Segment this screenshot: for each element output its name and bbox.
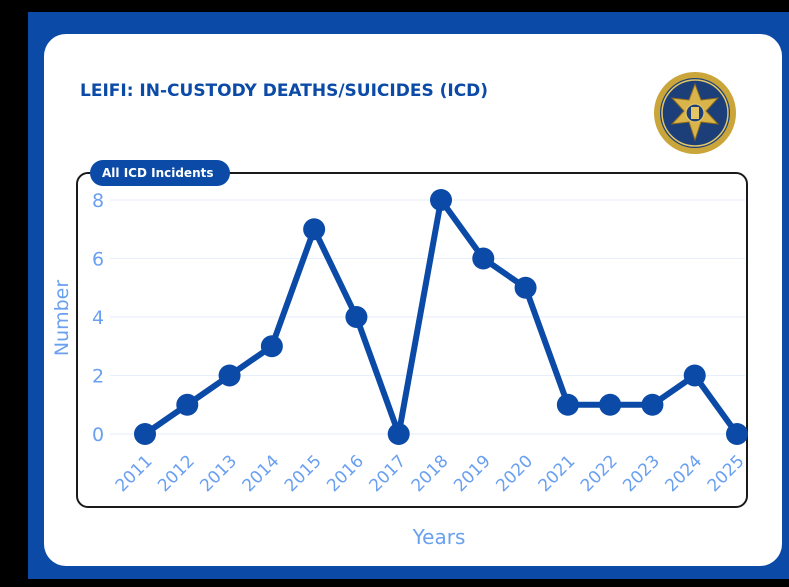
data-point — [430, 189, 452, 211]
x-tick-label: 2016 — [323, 451, 368, 496]
data-point — [726, 423, 748, 445]
x-tick-label: 2011 — [112, 451, 157, 496]
data-point — [514, 276, 537, 299]
x-tick-label: 2017 — [366, 451, 411, 496]
x-axis-label: Years — [412, 525, 466, 549]
x-tick-label: 2023 — [619, 451, 664, 496]
y-tick-label: 0 — [92, 424, 104, 446]
y-tick-label: 4 — [92, 307, 104, 329]
x-tick-label: 2025 — [704, 451, 749, 496]
x-tick-label: 2018 — [408, 451, 453, 496]
data-point — [134, 423, 156, 445]
chart-panel — [76, 172, 748, 508]
x-tick-label: 2019 — [450, 451, 495, 496]
y-axis-label: Number — [51, 280, 73, 357]
x-tick-label: 2013 — [196, 451, 241, 496]
y-tick-label: 6 — [92, 249, 104, 271]
data-point — [387, 423, 410, 445]
y-tick-label: 2 — [92, 366, 104, 388]
data-point — [260, 335, 283, 358]
data-point — [556, 393, 579, 416]
x-tick-label: 2022 — [577, 451, 622, 496]
y-tick-label: 8 — [92, 190, 104, 212]
page-title: LEIFI: IN-CUSTODY DEATHS/SUICIDES (ICD) — [80, 81, 489, 101]
x-tick-label: 2021 — [535, 451, 580, 496]
x-tick-label: 2012 — [154, 451, 199, 496]
data-point — [683, 364, 706, 387]
chart-title-tab: All ICD Incidents — [90, 160, 230, 186]
data-point — [303, 218, 326, 241]
x-tick-label: 2020 — [492, 451, 537, 496]
data-point — [218, 364, 241, 387]
district-attorney-seal-icon — [654, 72, 736, 154]
data-point — [641, 393, 664, 416]
data-point — [472, 247, 495, 270]
data-point — [345, 306, 368, 328]
data-point — [176, 393, 199, 416]
x-tick-label: 2014 — [239, 451, 284, 496]
data-point — [599, 393, 622, 416]
x-tick-label: 2015 — [281, 451, 326, 496]
x-tick-label: 2024 — [662, 451, 707, 496]
